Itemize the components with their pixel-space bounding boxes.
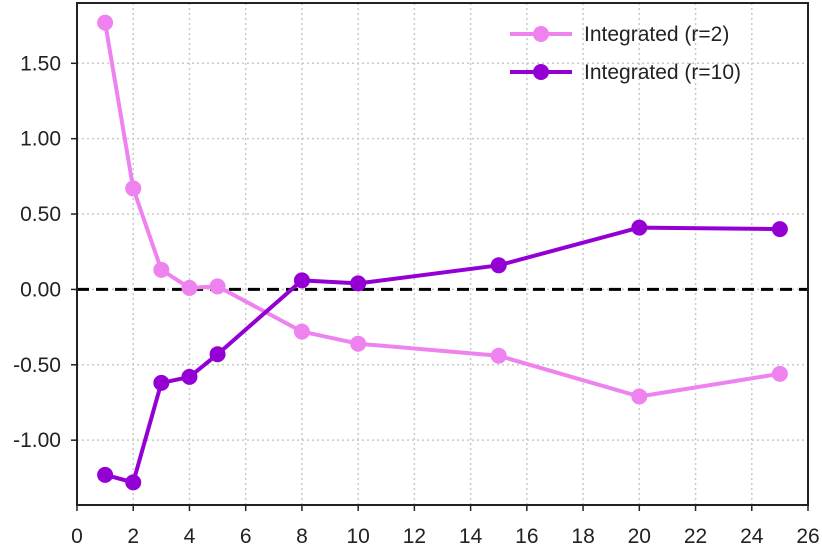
data-point bbox=[209, 346, 226, 363]
x-tick-label: 14 bbox=[459, 525, 483, 548]
data-point bbox=[181, 279, 198, 296]
legend-swatch-marker bbox=[533, 64, 549, 80]
y-tick-label: 0.00 bbox=[20, 278, 61, 301]
series-2 bbox=[97, 219, 788, 491]
x-tick-label: 12 bbox=[403, 525, 426, 548]
series-line bbox=[104, 225, 780, 485]
legend-swatch-marker bbox=[533, 26, 549, 42]
data-point bbox=[153, 261, 170, 278]
x-tick-label: 4 bbox=[184, 525, 196, 548]
x-tick-label: 24 bbox=[740, 525, 764, 548]
plot-frame bbox=[76, 2, 809, 506]
data-point bbox=[771, 221, 788, 238]
data-point bbox=[490, 347, 507, 364]
series-1 bbox=[97, 14, 788, 405]
x-tick-label: 18 bbox=[571, 525, 594, 548]
data-point bbox=[490, 257, 507, 274]
y-tick-label: 1.00 bbox=[20, 128, 61, 151]
data-point bbox=[125, 474, 142, 491]
x-tick-label: 0 bbox=[71, 525, 83, 548]
x-tick-label: 22 bbox=[684, 525, 707, 548]
data-point bbox=[181, 368, 198, 385]
legend-item-2: Integrated (r=10) bbox=[510, 61, 741, 84]
legend: Integrated (r=2) Integrated (r=10) bbox=[510, 23, 741, 84]
legend-label: Integrated (r=10) bbox=[584, 61, 741, 84]
x-tick-label: 2 bbox=[127, 525, 139, 548]
series-layer bbox=[97, 14, 788, 491]
data-point bbox=[631, 219, 648, 236]
data-point bbox=[293, 323, 310, 340]
x-tick-label: 20 bbox=[628, 525, 651, 548]
series-line bbox=[103, 22, 781, 399]
y-tick-label: 0.50 bbox=[20, 203, 61, 226]
data-point bbox=[293, 272, 310, 289]
y-tick-label: 1.50 bbox=[20, 52, 61, 75]
data-point bbox=[350, 335, 367, 352]
x-axis: 0 2 4 6 8 10 12 14 16 18 20 22 24 26 bbox=[71, 505, 820, 548]
x-tick-label: 26 bbox=[796, 525, 819, 548]
legend-label: Integrated (r=2) bbox=[584, 23, 729, 46]
x-tick-label: 16 bbox=[515, 525, 538, 548]
legend-item-1: Integrated (r=2) bbox=[510, 23, 729, 46]
x-tick-label: 10 bbox=[346, 525, 369, 548]
data-point bbox=[97, 14, 114, 31]
data-point bbox=[631, 388, 648, 405]
x-tick-label: 8 bbox=[296, 525, 308, 548]
y-tick-label: -1.00 bbox=[13, 429, 61, 452]
x-tick-label: 6 bbox=[240, 525, 252, 548]
data-point bbox=[209, 278, 226, 295]
y-tick-label: -0.50 bbox=[13, 354, 61, 377]
data-point bbox=[153, 374, 170, 391]
data-point bbox=[771, 365, 788, 382]
data-point bbox=[97, 466, 114, 483]
data-point bbox=[125, 180, 142, 197]
data-point bbox=[350, 275, 367, 292]
y-axis: -1.00 -0.50 0.00 0.50 1.00 1.50 bbox=[13, 52, 77, 452]
